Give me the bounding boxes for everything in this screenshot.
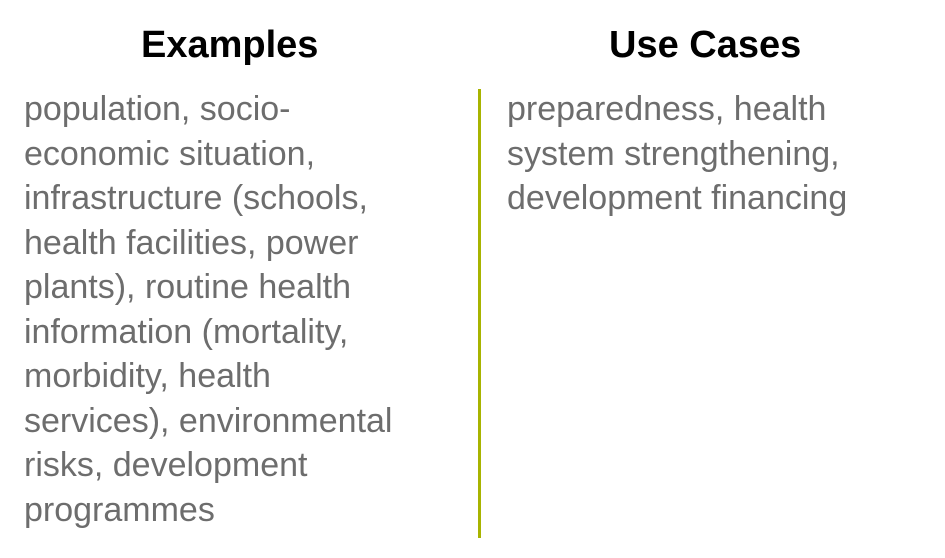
examples-line: risks, development <box>24 446 308 484</box>
examples-line: programmes <box>24 490 215 529</box>
examples-heading: Examples <box>141 24 319 66</box>
use-cases-line: development financing <box>507 179 848 217</box>
examples-line: health facilities, power <box>24 223 359 262</box>
examples-line: economic situation, <box>24 134 316 173</box>
examples-line: information (mortality, <box>24 312 349 351</box>
examples-line: services), environmental <box>24 401 393 440</box>
examples-line: morbidity, health <box>24 357 271 395</box>
use-cases-heading: Use Cases <box>609 24 802 66</box>
examples-text: population, socio- economic situation, i… <box>24 87 444 532</box>
use-cases-line: preparedness, health <box>507 90 827 128</box>
examples-line: plants), routine health <box>24 268 351 306</box>
use-cases-text: preparedness, health system strengthenin… <box>507 87 927 221</box>
examples-line: infrastructure (schools, <box>24 179 368 217</box>
examples-line: population, socio- <box>24 90 291 128</box>
column-divider <box>478 89 481 538</box>
use-cases-line: system strengthening, <box>507 134 840 173</box>
